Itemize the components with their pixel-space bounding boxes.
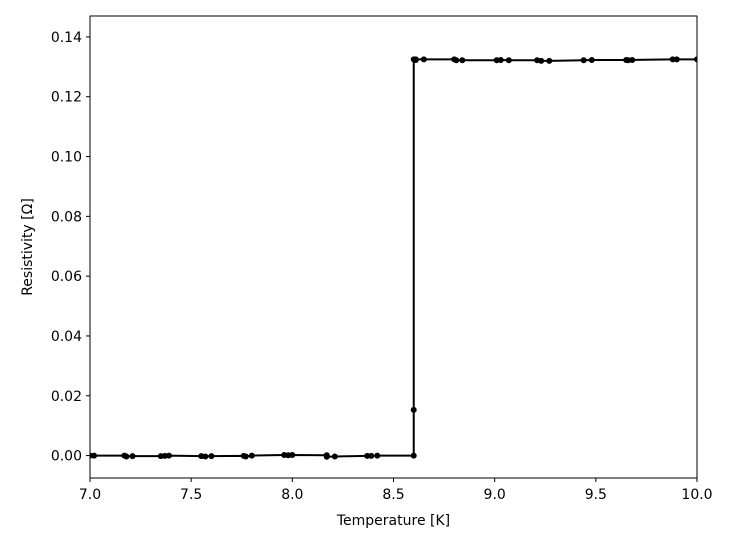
data-point [538,57,545,64]
y-tick-label: 0.02 [51,389,82,405]
x-tick-label: 9.0 [484,487,506,503]
x-tick-label: 9.5 [585,487,607,503]
x-tick-label: 8.5 [382,487,404,503]
series-group [90,56,697,460]
y-tick-label: 0.06 [51,269,82,285]
data-point [580,57,587,64]
data-point [129,453,136,460]
x-axis-ticks: 7.0 7.5 8.0 8.5 9.0 9.5 10.0 [79,478,713,503]
x-tick-label: 10.0 [681,487,712,503]
y-tick-label: 0.00 [51,449,82,465]
data-point [289,451,296,458]
data-point [368,452,375,459]
y-tick-label: 0.08 [51,209,82,225]
data-point [410,452,417,459]
y-tick-label: 0.14 [51,30,82,46]
data-point [497,56,504,63]
data-point [546,57,553,64]
data-point [694,56,697,63]
data-point [410,406,417,413]
y-tick-label: 0.04 [51,329,82,345]
data-point [629,56,636,63]
data-point [242,453,249,460]
data-point [202,453,209,460]
y-axis-label: Resistivity [Ω] [20,198,36,296]
x-tick-label: 7.5 [180,487,202,503]
data-point [374,452,381,459]
data-point [505,57,512,64]
data-point [331,453,338,460]
plot-area [90,56,697,460]
y-axis-ticks: 0.00 0.02 0.04 0.06 0.08 0.10 0.12 0.14 [51,30,90,465]
y-tick-label: 0.10 [51,150,82,166]
data-point [412,56,419,63]
y-tick-label: 0.12 [51,90,82,106]
data-point [588,56,595,63]
data-point [420,56,427,63]
data-point [248,452,255,459]
x-axis-label: Temperature [K] [336,513,450,529]
data-point [165,452,172,459]
data-point [208,453,215,460]
series-line [90,58,697,458]
x-tick-label: 8.0 [281,487,303,503]
data-point [91,452,98,459]
data-point [323,453,330,460]
plot-frame [89,15,698,479]
x-tick-label: 7.0 [79,487,101,503]
data-point [123,453,130,460]
data-point [673,56,680,63]
data-point [459,57,466,64]
data-point [453,57,460,64]
